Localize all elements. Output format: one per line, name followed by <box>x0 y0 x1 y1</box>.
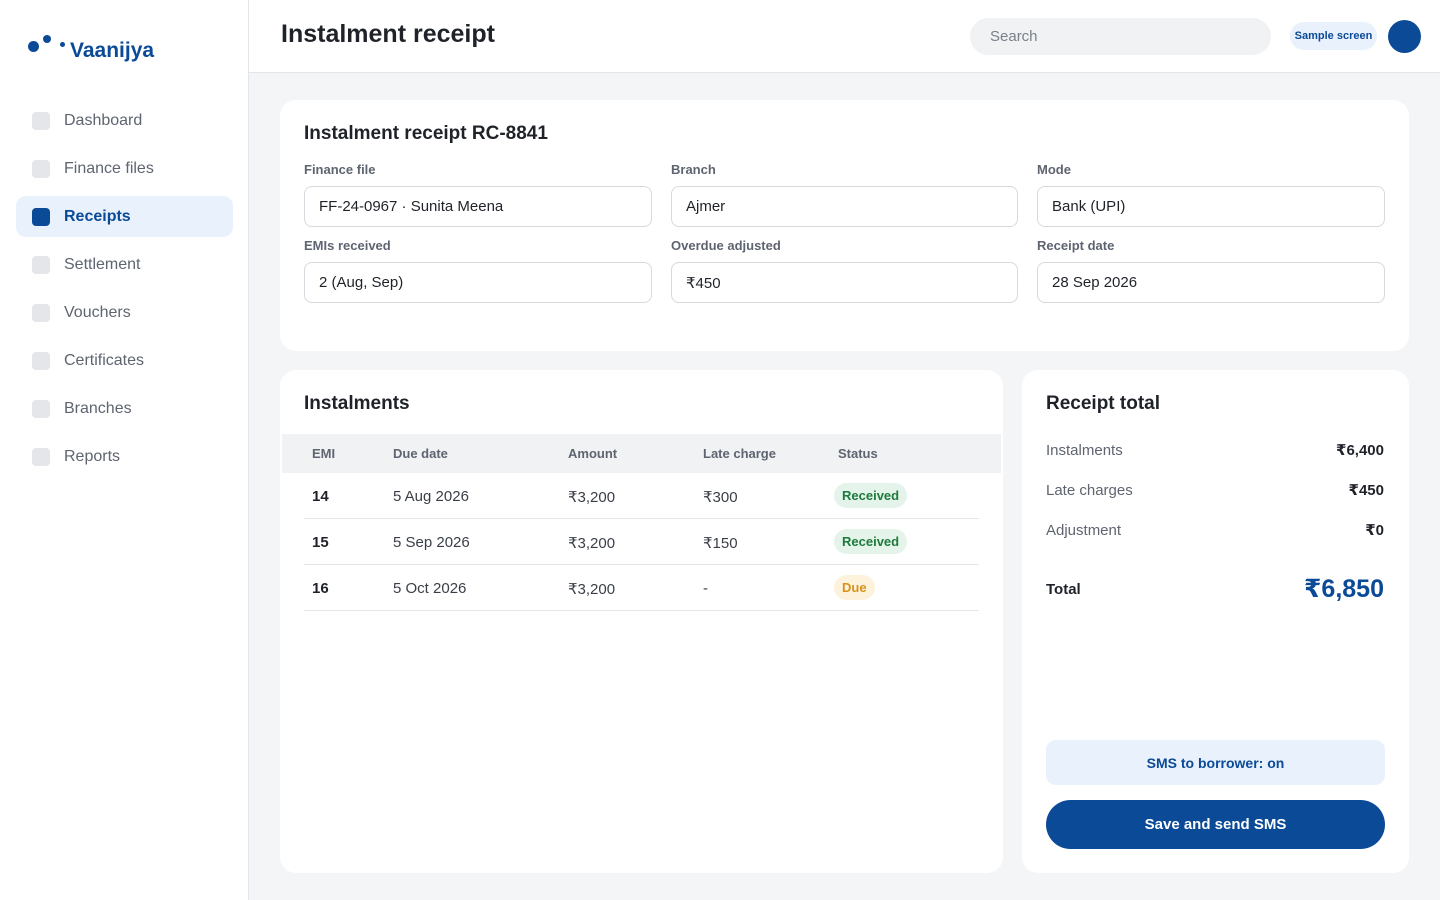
certificate-icon <box>32 351 50 370</box>
summary-label: Adjustment <box>1046 521 1122 539</box>
settlement-icon <box>32 255 50 274</box>
app-logo[interactable]: Vaanijya <box>28 30 154 64</box>
page-title: Instalment receipt <box>281 20 495 48</box>
table-row[interactable]: 15 5 Sep 2026 ₹3,200 ₹150 Received <box>304 519 979 565</box>
summary-value: ₹450 <box>1348 482 1384 499</box>
field-label: Mode <box>1037 162 1071 177</box>
sidebar-item-receipts[interactable]: Receipts <box>16 196 233 237</box>
dashboard-icon <box>32 111 50 130</box>
receipt-details-card: Instalment receipt RC-8841 Finance file … <box>280 100 1409 351</box>
sidebar: Vaanijya Dashboard Finance files Receipt… <box>0 0 249 900</box>
overdue-adjusted-field: Overdue adjusted ₹450 <box>671 238 1018 303</box>
sidebar-item-reports[interactable]: Reports <box>16 436 233 477</box>
receipt-title: Instalment receipt RC-8841 <box>304 123 548 144</box>
status-badge: Received <box>834 483 908 508</box>
summary-value: ₹0 <box>1365 522 1384 539</box>
column-header-late-charge[interactable]: Late charge <box>703 446 776 461</box>
sidebar-item-label: Settlement <box>64 255 141 273</box>
finance-file-field: Finance file FF-24-0967 · Sunita Meena <box>304 162 652 227</box>
total-value: ₹6,850 <box>1304 575 1384 603</box>
table-body: 14 5 Aug 2026 ₹3,200 ₹300 Received 15 5 … <box>304 473 979 611</box>
amount-cell: ₹3,200 <box>568 581 616 598</box>
summary-value: ₹6,400 <box>1336 442 1384 459</box>
emis-received-field: EMIs received 2 (Aug, Sep) <box>304 238 652 303</box>
branch-icon <box>32 399 50 418</box>
field-label: Overdue adjusted <box>671 238 781 253</box>
report-icon <box>32 447 50 466</box>
avatar[interactable] <box>1388 20 1421 53</box>
receipt-total-card: Receipt total Instalments ₹6,400 Late ch… <box>1022 370 1409 873</box>
save-and-send-sms-button[interactable]: Save and send SMS <box>1046 800 1385 849</box>
table-row[interactable]: 14 5 Aug 2026 ₹3,200 ₹300 Received <box>304 473 979 519</box>
branch-field: Branch Ajmer <box>671 162 1018 227</box>
sidebar-item-settlement[interactable]: Settlement <box>16 244 233 285</box>
sidebar-item-finance-files[interactable]: Finance files <box>16 148 233 189</box>
emi-cell: 15 <box>312 534 329 551</box>
finance-file-input[interactable]: FF-24-0967 · Sunita Meena <box>304 186 652 227</box>
emis-received-input[interactable]: 2 (Aug, Sep) <box>304 262 652 303</box>
sidebar-item-label: Vouchers <box>64 303 131 321</box>
search-input[interactable] <box>970 18 1271 55</box>
emi-cell: 16 <box>312 580 329 597</box>
sample-screen-badge: Sample screen <box>1290 22 1377 50</box>
due-date-cell: 5 Sep 2026 <box>393 534 470 551</box>
due-date-cell: 5 Aug 2026 <box>393 488 469 505</box>
sidebar-item-label: Dashboard <box>64 111 143 129</box>
sidebar-item-label: Reports <box>64 447 121 465</box>
sidebar-item-label: Certificates <box>64 351 145 369</box>
sidebar-item-label: Receipts <box>64 207 131 225</box>
amount-cell: ₹3,200 <box>568 489 616 506</box>
status-badge: Due <box>834 575 875 600</box>
receipt-icon <box>32 207 50 226</box>
status-badge: Received <box>834 529 908 554</box>
table-row[interactable]: 16 5 Oct 2026 ₹3,200 - Due <box>304 565 979 611</box>
summary-row-instalments: Instalments ₹6,400 <box>1046 441 1384 460</box>
folder-icon <box>32 159 50 178</box>
voucher-icon <box>32 303 50 322</box>
due-date-cell: 5 Oct 2026 <box>393 580 467 597</box>
sidebar-item-branches[interactable]: Branches <box>16 388 233 429</box>
column-header-status[interactable]: Status <box>838 446 878 461</box>
summary-row-total: Total ₹6,850 <box>1046 574 1384 604</box>
field-label: EMIs received <box>304 238 391 253</box>
amount-cell: ₹3,200 <box>568 535 616 552</box>
overdue-adjusted-input[interactable]: ₹450 <box>671 262 1018 303</box>
logo-dots-icon <box>28 35 68 59</box>
column-header-emi[interactable]: EMI <box>312 446 336 461</box>
receipt-total-title: Receipt total <box>1046 393 1161 414</box>
receipt-date-input[interactable]: 28 Sep 2026 <box>1037 262 1385 303</box>
field-label: Branch <box>671 162 716 177</box>
mode-input[interactable]: Bank (UPI) <box>1037 186 1385 227</box>
total-label: Total <box>1046 580 1081 598</box>
summary-row-late-charges: Late charges ₹450 <box>1046 481 1384 500</box>
summary-label: Late charges <box>1046 481 1133 499</box>
column-header-amount[interactable]: Amount <box>568 446 618 461</box>
column-header-due-date[interactable]: Due date <box>393 446 448 461</box>
late-charge-cell: ₹300 <box>703 489 738 506</box>
emi-cell: 14 <box>312 488 329 505</box>
sidebar-item-vouchers[interactable]: Vouchers <box>16 292 233 333</box>
sidebar-item-label: Branches <box>64 399 132 417</box>
sidebar-nav: Dashboard Finance files Receipts Settlem… <box>16 100 233 484</box>
receipt-date-field: Receipt date 28 Sep 2026 <box>1037 238 1385 303</box>
sidebar-item-label: Finance files <box>64 159 154 177</box>
summary-row-adjustment: Adjustment ₹0 <box>1046 521 1384 540</box>
instalments-title: Instalments <box>304 393 410 414</box>
instalments-card: Instalments EMI Due date Amount Late cha… <box>280 370 1003 873</box>
mode-field: Mode Bank (UPI) <box>1037 162 1385 227</box>
app-name: Vaanijya <box>70 39 155 62</box>
field-label: Receipt date <box>1037 238 1115 253</box>
top-bar: Instalment receipt Sample screen <box>249 0 1440 73</box>
late-charge-cell: - <box>703 580 708 597</box>
late-charge-cell: ₹150 <box>703 535 738 552</box>
table-header: EMI Due date Amount Late charge Status <box>282 434 1001 473</box>
branch-input[interactable]: Ajmer <box>671 186 1018 227</box>
summary-label: Instalments <box>1046 441 1123 459</box>
sms-status-toggle[interactable]: SMS to borrower: on <box>1046 740 1385 785</box>
field-label: Finance file <box>304 162 376 177</box>
sidebar-item-dashboard[interactable]: Dashboard <box>16 100 233 141</box>
sidebar-item-certificates[interactable]: Certificates <box>16 340 233 381</box>
